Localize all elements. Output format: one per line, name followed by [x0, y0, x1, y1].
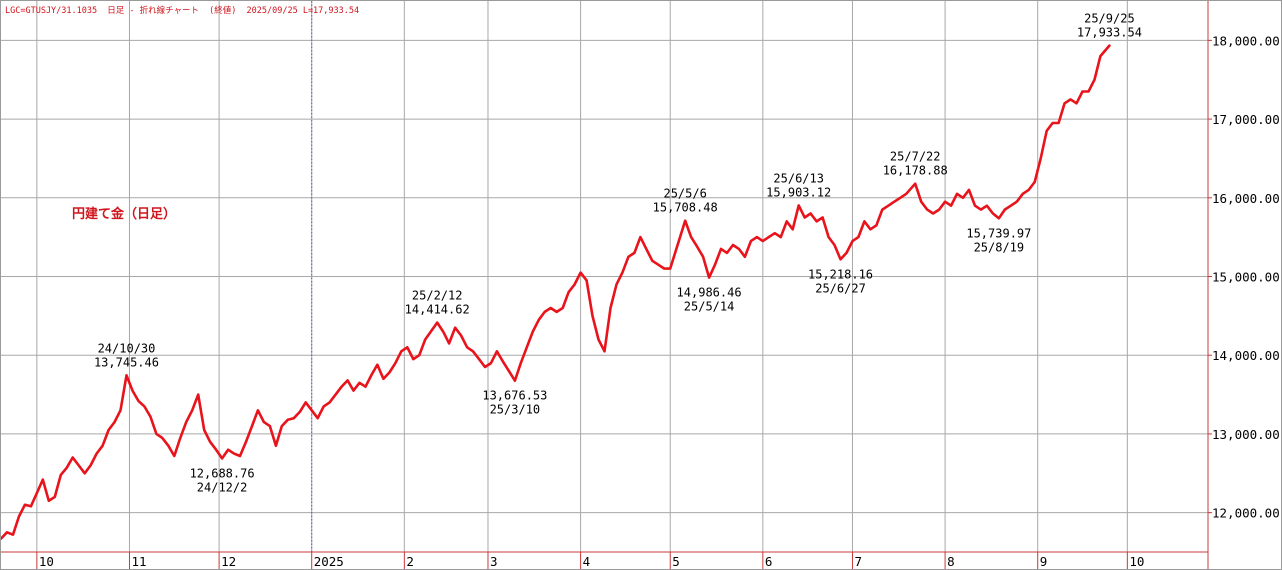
annotation-value: 17,933.54 [1077, 26, 1142, 40]
header-latest: 2025/09/25 L=17,933.54 [247, 6, 360, 16]
x-tick-label: 8 [947, 554, 955, 569]
x-tick-label: 5 [672, 554, 680, 569]
x-tick-label: 7 [854, 554, 862, 569]
annotation-date: 25/9/25 [1084, 12, 1135, 26]
y-tick-label: 15,000.00 [1212, 270, 1280, 285]
header-info: LGC=GTUSJY/31.1035 日足 - 折れ線チャート (終値) 202… [5, 5, 359, 16]
annotation-date: 25/5/14 [684, 300, 735, 314]
grid [1, 1, 1208, 552]
annotation-date: 25/6/27 [815, 281, 866, 295]
x-tick-label: 11 [131, 554, 146, 569]
x-tick-label: 9 [1040, 554, 1048, 569]
series-line [1, 44, 1111, 540]
annotation-date: 25/3/10 [490, 403, 541, 417]
annotation-value: 12,688.76 [190, 466, 255, 480]
annotation-date: 25/6/13 [773, 171, 824, 185]
x-tick-label: 6 [765, 554, 773, 569]
y-tick-label: 14,000.00 [1212, 348, 1280, 363]
x-tick-label: 10 [1129, 554, 1144, 569]
annotation: 25/5/615,708.48 [653, 187, 718, 215]
x-tick-label: 2025 [314, 554, 344, 569]
annotation-value: 15,903.12 [766, 185, 831, 199]
x-tick-label: 10 [39, 554, 54, 569]
y-tick-label: 18,000.00 [1212, 33, 1280, 48]
annotation-value: 15,739.97 [966, 226, 1031, 240]
annotation-date: 24/10/30 [98, 341, 156, 355]
y-tick-label: 17,000.00 [1212, 112, 1280, 127]
annotation-value: 15,708.48 [653, 201, 718, 215]
y-tick-label: 13,000.00 [1212, 427, 1280, 442]
annotation-date: 24/12/2 [197, 480, 248, 494]
annotation-value: 15,218.16 [808, 267, 873, 281]
annotation-value: 13,745.46 [94, 355, 159, 369]
chart-title: 円建て金（日足） [72, 206, 176, 222]
annotation-value: 13,676.53 [482, 389, 547, 403]
annotation-date: 25/2/12 [412, 289, 463, 303]
header-chart-desc: 日足 - 折れ線チャート [107, 5, 199, 16]
x-tick-labels: 10 11 12 2025 2 3 4 5 6 7 8 9 10 [36, 552, 1144, 569]
annotation-value: 14,414.62 [405, 303, 470, 317]
x-tick-label: 12 [221, 554, 236, 569]
x-tick-label: 3 [490, 554, 498, 569]
x-tick-label: 4 [583, 554, 591, 569]
x-tick-label: 2 [406, 554, 414, 569]
annotation-date: 25/5/6 [663, 187, 706, 201]
annotation-value: 16,178.88 [883, 164, 948, 178]
y-tick-label: 12,000.00 [1212, 506, 1280, 521]
header-price-type: (終値) [209, 5, 236, 16]
annotation-value: 14,986.46 [677, 286, 742, 300]
annotation-date: 25/8/19 [974, 240, 1025, 254]
series-layer [1, 44, 1111, 540]
y-tick-label: 16,000.00 [1212, 191, 1280, 206]
header-symbol: LGC=GTUSJY/31.1035 [5, 6, 97, 16]
y-tick-labels: 12,000.00 13,000.00 14,000.00 15,000.00 16,0… [1208, 33, 1280, 521]
annotation-date: 25/7/22 [890, 150, 941, 164]
